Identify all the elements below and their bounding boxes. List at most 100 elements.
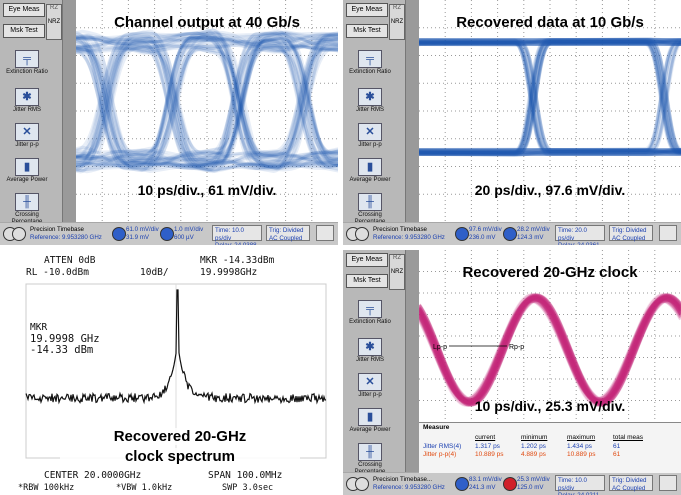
measurement-item[interactable]: ▮Average Power [345, 408, 395, 434]
eye-trace [419, 41, 681, 155]
nrz-label: NRZ [390, 269, 404, 275]
ch1-readout: 97.6 mV/div236.0 mV [469, 226, 502, 241]
mask-test-button[interactable]: Msk Test [346, 24, 388, 38]
item-label: Jitter p-p [15, 142, 38, 148]
measurement-item[interactable]: ╫Crossing Percentage [345, 443, 395, 472]
eye-trace [419, 39, 681, 152]
scope-panel: Eye MeasMsk TestRZNRZ╤Extinction Ratio✱J… [343, 250, 681, 495]
measure-table: Measurecurrentminimummaximumtotal measJi… [419, 422, 681, 473]
scrollbar [62, 0, 76, 222]
spectrum-footer: *VBW 1.0kHz [116, 483, 172, 493]
item-label: Jitter RMS [13, 107, 41, 113]
measurement-item[interactable]: ▮Average Power [345, 158, 395, 184]
item-icon: ✱ [358, 338, 382, 356]
eye-trace [419, 43, 681, 155]
measure-cell: 10.889 ps [567, 451, 596, 458]
trigger-source: Trig: Divided [612, 477, 650, 485]
measure-cell: Jitter p-p(4) [423, 451, 456, 458]
measure-cell: 61 [613, 451, 620, 458]
item-label: Extinction Ratio [6, 69, 48, 75]
item-icon: ✕ [358, 373, 382, 391]
status-bar: Precision TimebaseReference: 9.953280 GH… [0, 223, 338, 245]
eye-trace [419, 42, 681, 154]
eye-meas-button[interactable]: Eye Meas [3, 3, 45, 17]
marker-label: Lp-p [433, 344, 447, 351]
rz-label: RZ [390, 255, 404, 261]
item-label: Average Power [350, 177, 391, 183]
scope-panel: Eye Meas Msk TestRZNRZ ╤Extinction Ratio ✱J… [343, 0, 681, 245]
measurement-item[interactable]: ╫Crossing Percentage [345, 193, 395, 222]
timebase: Precision TimebaseReference: 9.953280 GH… [30, 226, 102, 241]
measure-tab[interactable]: Measure [423, 424, 449, 431]
measurement-item[interactable]: ╫Crossing Percentage [2, 193, 52, 222]
item-label: Average Power [7, 177, 48, 183]
trigger-box: Trig: DividedAC Coupled [266, 225, 310, 241]
ch2-scale: 25.3 mV/div [517, 476, 550, 484]
spectrum-footer: SWP 3.0sec [222, 483, 273, 493]
ch2-icon [160, 227, 174, 241]
item-label: Jitter RMS [356, 357, 384, 363]
mask-test-button[interactable]: Msk Test [346, 274, 388, 288]
eye-trace [419, 40, 681, 155]
ch2-offset: 124.3 mV [517, 234, 550, 242]
measurement-item[interactable]: ✱Jitter RMS [2, 88, 52, 114]
eye-trace [419, 43, 681, 154]
eye-trace [419, 43, 681, 155]
item-icon: ╫ [358, 443, 382, 461]
settings-icon[interactable] [659, 475, 677, 491]
item-icon: ▮ [15, 158, 39, 176]
eye-meas-button[interactable]: Eye Meas [346, 3, 388, 17]
item-icon: ╤ [15, 50, 39, 68]
trigger-source: Trig: Divided [269, 227, 307, 235]
screen-caption: 10 ps/div., 25.3 mV/div. [419, 398, 681, 414]
eye-trace [419, 42, 681, 155]
spectrum-header: 19.9998GHz [200, 267, 257, 278]
measurement-item[interactable]: ✱Jitter RMS [345, 88, 395, 114]
status-bar: Precision TimebaseReference: 9.953280 GH… [343, 223, 681, 245]
ch1-scale: 83.1 mV/div [469, 476, 502, 484]
time-box: Time: 10.0 ps/divDelay: 24.0211 ns [555, 475, 605, 491]
eye-meas-button[interactable]: Eye Meas [346, 253, 388, 267]
timebase-label: Precision Timebase... [373, 476, 445, 484]
measurement-item[interactable]: ✕Jitter p-p [2, 123, 52, 149]
time-box: Time: 10.0 ps/divDelay: 24.0388 ns [212, 225, 262, 241]
item-label: Crossing Percentage [355, 462, 386, 472]
eye-trace [419, 40, 681, 154]
settings-icon[interactable] [316, 225, 334, 241]
eye-trace [419, 41, 681, 155]
scope-panel: Eye Meas Msk Test RZ NRZ ╤Extinction Ratio ✱J… [0, 0, 338, 245]
sidebar: Eye Meas Msk Test RZ NRZ ╤Extinction Ratio ✱J… [343, 250, 405, 472]
rz-nrz-toggle[interactable]: RZ NRZ [389, 254, 405, 290]
spectrum-footer: CENTER 20.0000GHz [44, 470, 141, 481]
item-icon: ▮ [358, 158, 382, 176]
measurement-item[interactable]: ✕Jitter p-p [345, 373, 395, 399]
settings-icon[interactable] [659, 225, 677, 241]
spectrum-caption: Recovered 20-GHz [60, 428, 300, 445]
measurement-item[interactable]: ╤Extinction Ratio [345, 300, 395, 326]
eye-trace [419, 43, 681, 154]
rz-label: RZ [47, 5, 61, 11]
trigger-source: Trig: Divided [612, 227, 650, 235]
nrz-label: NRZ [390, 19, 404, 25]
rz-nrz-toggle[interactable]: RZ NRZ [46, 4, 62, 40]
ch2-icon [503, 477, 517, 491]
marker-readout: MKR [30, 322, 47, 333]
measurement-item[interactable]: ╤Extinction Ratio [345, 50, 395, 76]
measurement-item[interactable]: ▮Average Power [2, 158, 52, 184]
nrz-label: NRZ [47, 19, 61, 25]
mask-test-button[interactable]: Msk Test [3, 24, 45, 38]
trigger-coupling: AC Coupled [612, 235, 650, 243]
channel-icon [355, 477, 369, 491]
item-label: Jitter RMS [356, 107, 384, 113]
status-bar: Precision Timebase...Reference: 9.953280… [343, 473, 681, 495]
spectrum-header: MKR -14.33dBm [200, 255, 274, 266]
item-icon: ✕ [358, 123, 382, 141]
measurement-item[interactable]: ✱Jitter RMS [345, 338, 395, 364]
trigger-coupling: AC Coupled [269, 235, 307, 243]
scrollbar [405, 250, 419, 472]
measurement-item[interactable]: ╤Extinction Ratio [2, 50, 52, 76]
measurement-item[interactable]: ✕Jitter p-p [345, 123, 395, 149]
ch2-scale: 1.0 mV/div [174, 226, 203, 234]
